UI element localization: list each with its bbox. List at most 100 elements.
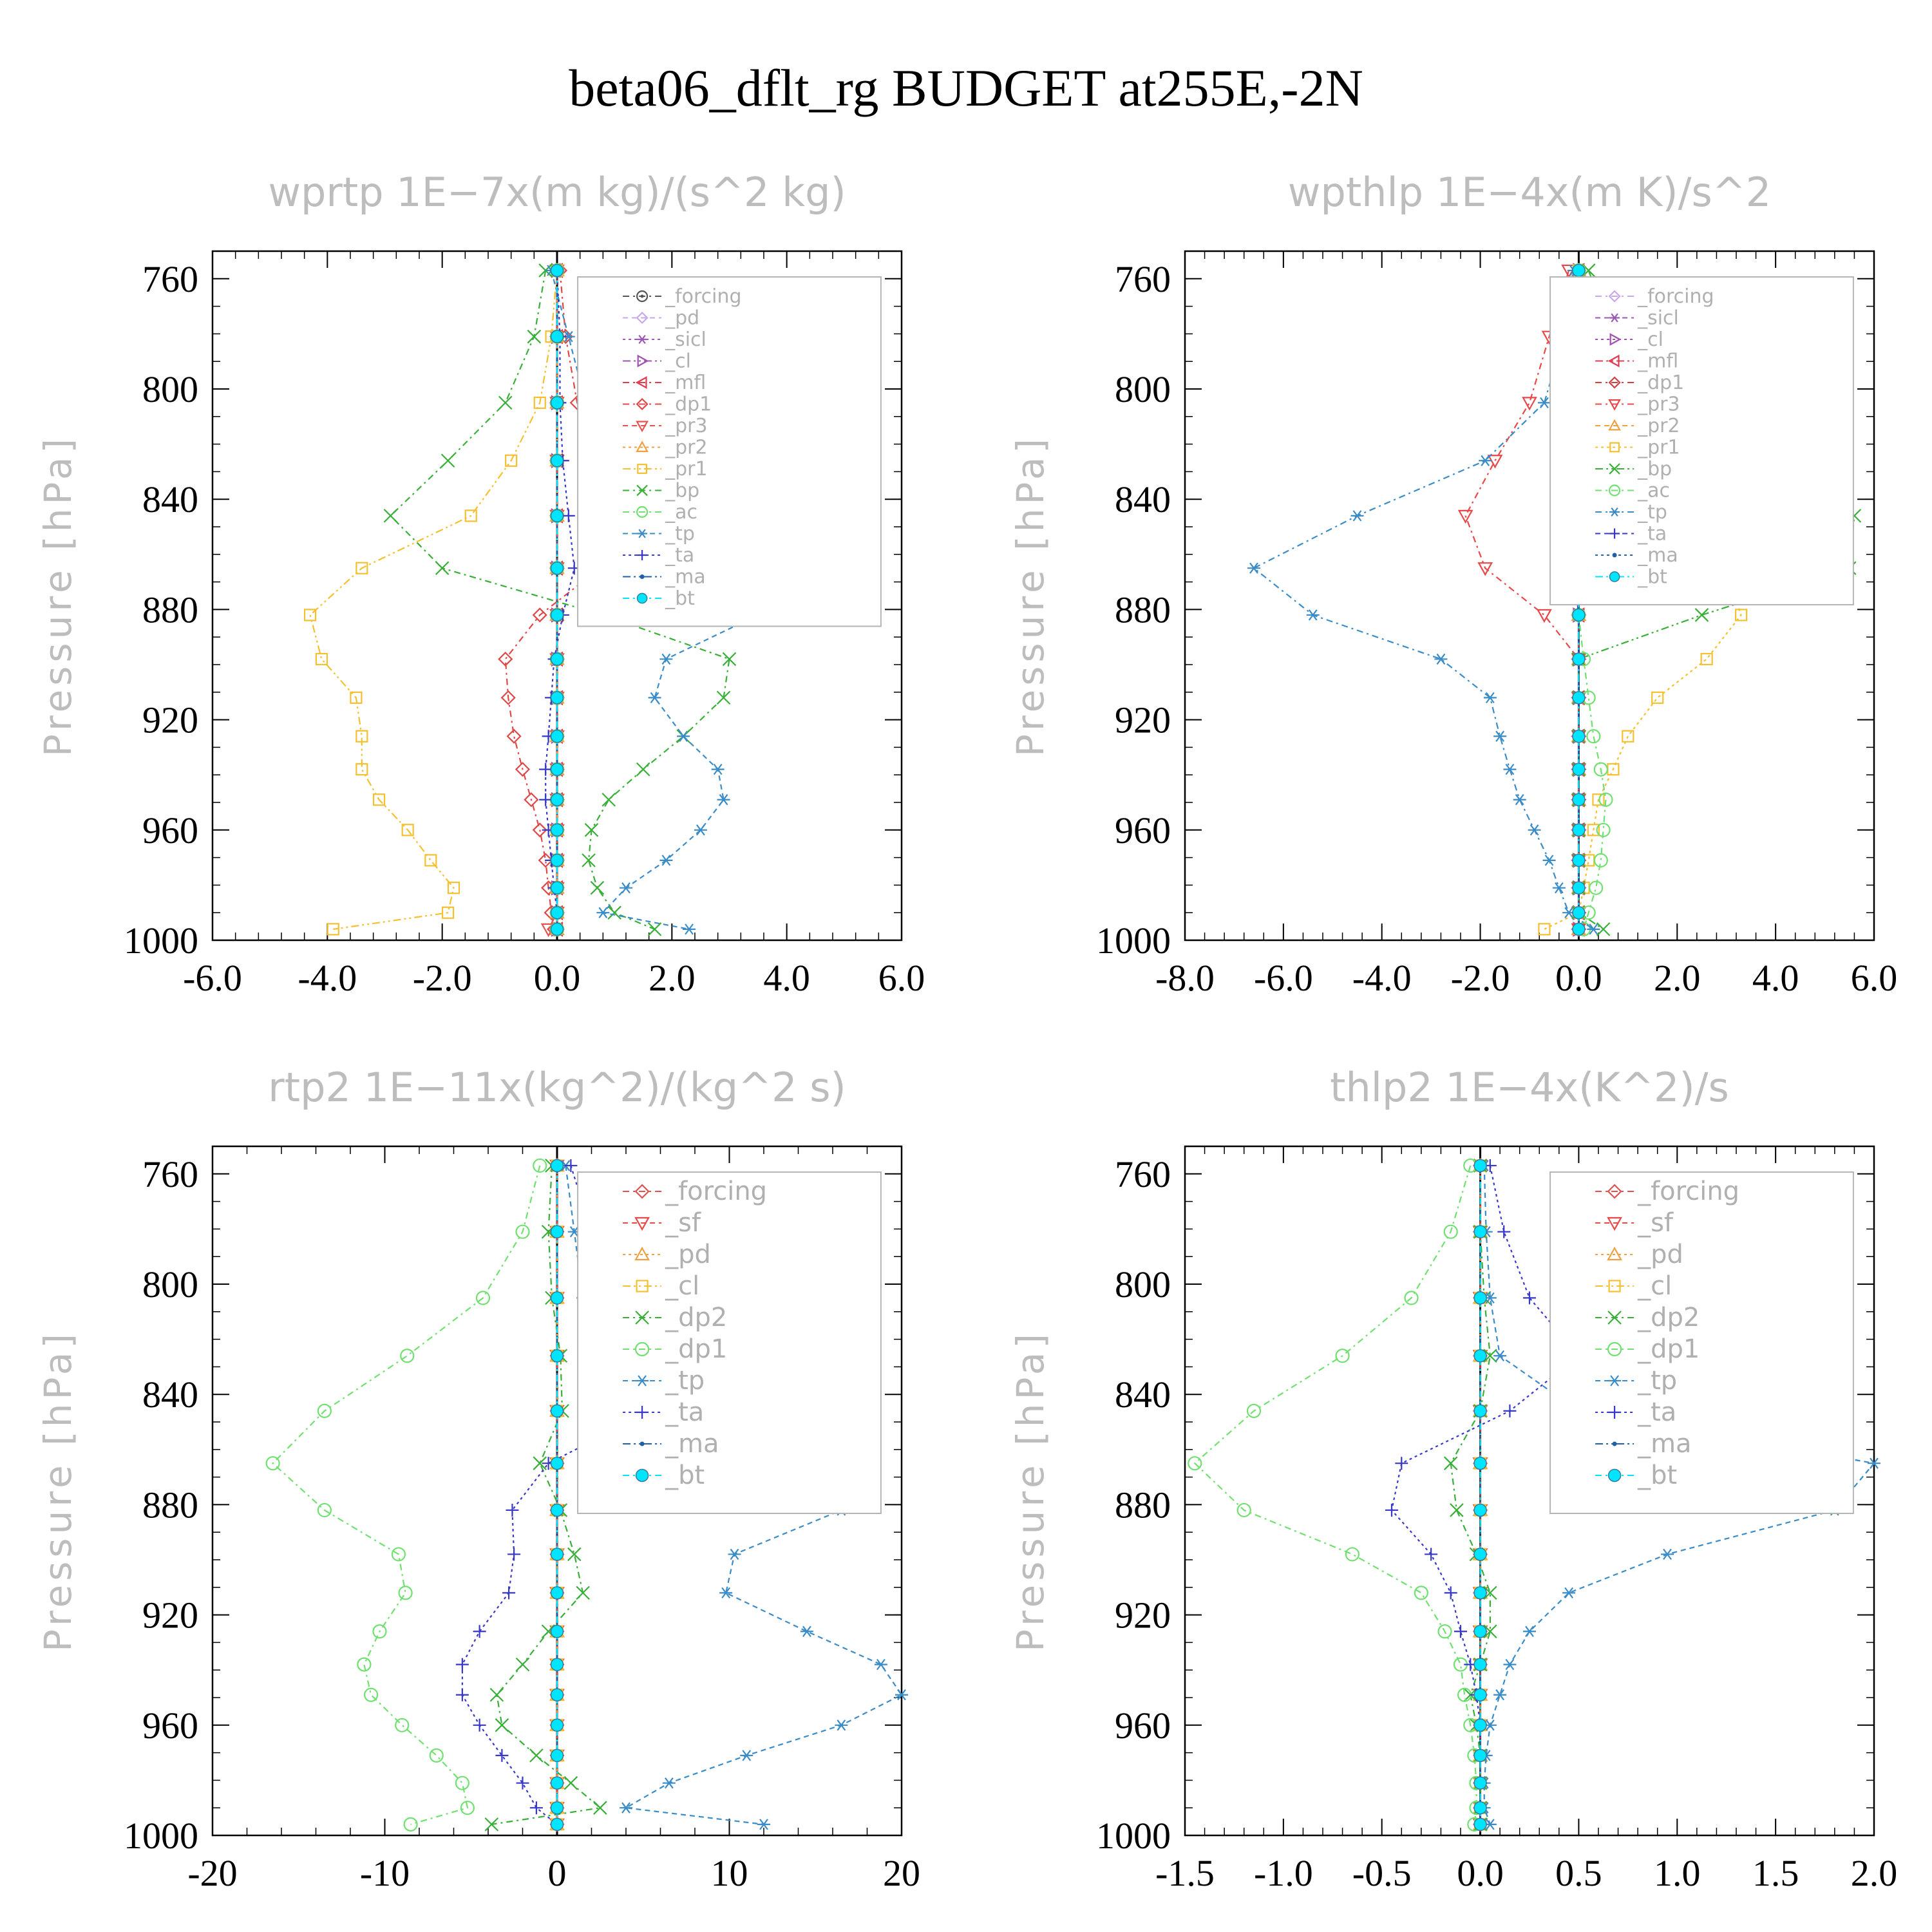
series-line: [1193, 1165, 1477, 1825]
data-point: [464, 509, 477, 522]
data-point: [533, 396, 546, 410]
legend: _forcing_sf_pd_cl_dp2_dp1_tp_ta_ma_bt: [1549, 1171, 1854, 1514]
data-point: [1473, 1688, 1487, 1701]
data-point: [550, 823, 564, 837]
data-point: [489, 1687, 504, 1702]
figure-title: beta06_dflt_rg BUDGET at255E,-2N: [569, 59, 1363, 117]
x-tick-label: 0.5: [1555, 1852, 1602, 1894]
data-point: [567, 1547, 582, 1562]
legend-marker: [1609, 313, 1620, 323]
data-point: [1473, 1776, 1487, 1790]
legend-entry-label: _mfl: [665, 372, 706, 394]
y-tick-label: 880: [142, 589, 198, 630]
y-tick-label: 880: [1115, 1484, 1171, 1526]
data-point: [315, 652, 328, 666]
data-point: [1385, 1503, 1398, 1517]
y-tick-label: 840: [1115, 478, 1171, 520]
legend-entry-label: _ma: [1637, 1429, 1691, 1459]
data-point: [1350, 510, 1364, 522]
legend-entry-label: _dp1: [665, 393, 712, 416]
legend-marker: [634, 1246, 650, 1261]
legend-entry-label: _sicl: [1637, 307, 1679, 330]
legend-marker: [636, 1375, 649, 1387]
legend-marker: [634, 1184, 650, 1199]
series-line: [1578, 270, 1607, 930]
data-point: [1425, 1548, 1438, 1561]
legend-marker: [1607, 1246, 1622, 1261]
data-point: [383, 509, 398, 523]
panel-title: wprtp 1E−7x(m kg)/(s^2 kg): [268, 169, 846, 216]
legend-marker: [636, 484, 648, 497]
y-tick-label: 840: [142, 478, 198, 520]
x-tick-label: -4.0: [1352, 957, 1412, 999]
data-point: [1473, 1586, 1487, 1600]
data-point: [1443, 1224, 1458, 1239]
data-point: [1503, 1404, 1517, 1417]
data-point: [1528, 824, 1541, 836]
data-point: [1306, 609, 1320, 621]
data-point: [533, 1456, 547, 1470]
legend-marker: [1608, 290, 1621, 303]
data-point: [498, 651, 513, 667]
data-point: [550, 1225, 564, 1238]
panel-title: rtp2 1E−11x(kg^2)/(kg^2 s): [268, 1064, 846, 1111]
legend-marker: [1608, 399, 1621, 411]
data-point: [357, 1657, 372, 1672]
legend-entry-label: _ma: [665, 566, 706, 589]
data-point: [1572, 263, 1586, 278]
data-point: [550, 652, 564, 666]
data-point: [1404, 1291, 1419, 1305]
data-point: [484, 1817, 499, 1832]
data-point: [473, 1625, 486, 1638]
y-tick-label: 960: [142, 810, 198, 851]
data-point: [529, 1801, 543, 1815]
data-point: [550, 1503, 564, 1517]
series-line: [309, 270, 558, 930]
data-point: [550, 762, 564, 776]
series-group: [1188, 1157, 1880, 1833]
data-point: [403, 1817, 418, 1832]
y-tick-label: 760: [1115, 258, 1171, 300]
legend-entry-label: _forcing: [1637, 285, 1714, 308]
legend-entry-label: _cl: [665, 350, 691, 373]
data-point: [1572, 922, 1586, 936]
legend-entry-label: _forcing: [1637, 1177, 1739, 1206]
data-point: [515, 762, 531, 777]
data-point: [1450, 1503, 1464, 1517]
legend-marker: [637, 529, 648, 538]
y-tick-label: 800: [1115, 368, 1171, 410]
data-point: [590, 880, 605, 895]
x-tick-label: -0.5: [1352, 1852, 1412, 1894]
data-point: [1513, 794, 1526, 806]
y-tick-label: 960: [142, 1705, 198, 1747]
data-point: [539, 762, 553, 776]
data-point: [1188, 1456, 1202, 1471]
legend-entry-label: _sicl: [665, 328, 706, 351]
data-point: [550, 1625, 564, 1638]
legend-entry-label: _bp: [665, 480, 699, 502]
legend: _forcing_sf_pd_cl_dp2_dp1_tp_ta_ma_bt: [577, 1171, 882, 1514]
data-point: [895, 1689, 908, 1701]
data-point: [550, 1349, 564, 1363]
legend-marker: [1609, 484, 1621, 497]
legend-entry-label: _dp2: [665, 1303, 727, 1332]
data-point: [1483, 1349, 1497, 1363]
data-point: [550, 1801, 564, 1815]
data-point: [874, 1658, 887, 1671]
legend-marker: [1607, 1311, 1622, 1325]
legend-marker: [1609, 463, 1620, 475]
data-point: [550, 922, 564, 936]
legend-marker: [1612, 1441, 1617, 1446]
data-point: [648, 692, 661, 704]
data-point: [1587, 824, 1600, 837]
data-point: [1443, 1456, 1458, 1470]
y-tick-label: 760: [142, 258, 198, 300]
legend-entry-label: _bp: [1637, 458, 1672, 480]
data-point: [1572, 730, 1586, 743]
data-point: [835, 1719, 848, 1731]
data-point: [1473, 1404, 1487, 1418]
data-point: [395, 1718, 410, 1732]
plot-frame: [1184, 250, 1875, 942]
data-point: [1538, 923, 1551, 936]
